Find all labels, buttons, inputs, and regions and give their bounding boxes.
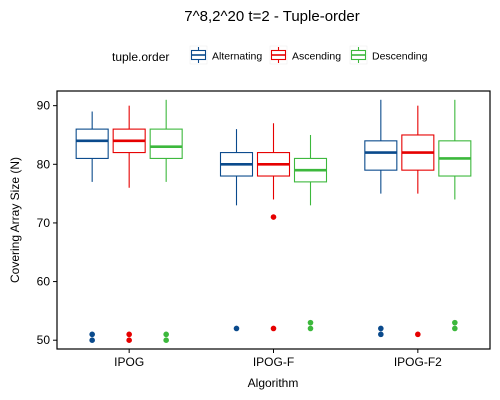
x-axis-title: Algorithm <box>248 376 299 390</box>
outlier-point <box>378 325 384 332</box>
box-alternating-ipog <box>75 111 109 344</box>
chart-title: 7^8,2^20 t=2 - Tuple-order <box>184 8 359 25</box>
legend-item-ascending: Ascending <box>269 45 341 65</box>
outlier-point <box>89 331 95 338</box>
box-descending-ipog-f2 <box>438 99 472 332</box>
box-iqr <box>75 128 109 159</box>
outlier-point <box>163 331 169 338</box>
box-iqr <box>364 140 398 171</box>
outlier-point <box>307 319 314 326</box>
outlier-point <box>307 325 314 332</box>
outlier-point <box>452 319 458 326</box>
x-tick-label: IPOG-F2 <box>394 355 442 369</box>
outlier-point <box>163 337 169 344</box>
box-descending-ipog <box>149 99 183 344</box>
y-axis: 50 60 70 80 90 <box>37 99 57 347</box>
y-tick-label: 70 <box>37 216 51 230</box>
outlier-point <box>233 325 240 332</box>
outlier-point <box>270 214 277 220</box>
box-alternating-ipog-f2 <box>364 99 398 338</box>
x-tick-label: IPOG-F <box>253 355 294 369</box>
legend-label: Alternating <box>212 51 262 63</box>
y-tick-label: 80 <box>37 157 51 171</box>
outlier-point <box>415 331 421 338</box>
box-alternating-ipog-f <box>219 129 254 332</box>
x-axis: IPOG IPOG-F IPOG-F2 <box>114 349 442 369</box>
box-descending-ipog-f <box>293 134 328 332</box>
legend: tuple.order Alternating Ascending Descendi… <box>112 45 428 65</box>
plot-border <box>56 90 491 350</box>
y-axis-title: Covering Array Size (N) <box>8 157 22 283</box>
box-iqr <box>149 128 183 159</box>
legend-label: Ascending <box>292 51 341 63</box>
box-ascending-ipog-f2 <box>401 105 435 338</box>
outlier-point <box>378 331 384 338</box>
legend-title: tuple.order <box>112 50 169 64</box>
legend-item-alternating: Alternating <box>189 45 262 65</box>
x-tick-label: IPOG <box>114 355 144 369</box>
outlier-point <box>89 337 95 344</box>
legend-label: Descending <box>372 51 428 63</box>
outlier-point <box>126 331 132 338</box>
box-ascending-ipog-f <box>256 123 291 332</box>
box-layer <box>75 99 472 344</box>
box-ascending-ipog <box>112 105 146 344</box>
outlier-point <box>452 325 458 332</box>
outlier-point <box>270 325 277 332</box>
y-tick-label: 60 <box>37 275 51 289</box>
outlier-point <box>126 337 132 344</box>
legend-item-descending: Descending <box>349 45 428 65</box>
y-tick-label: 90 <box>37 99 51 113</box>
y-tick-label: 50 <box>37 333 51 347</box>
